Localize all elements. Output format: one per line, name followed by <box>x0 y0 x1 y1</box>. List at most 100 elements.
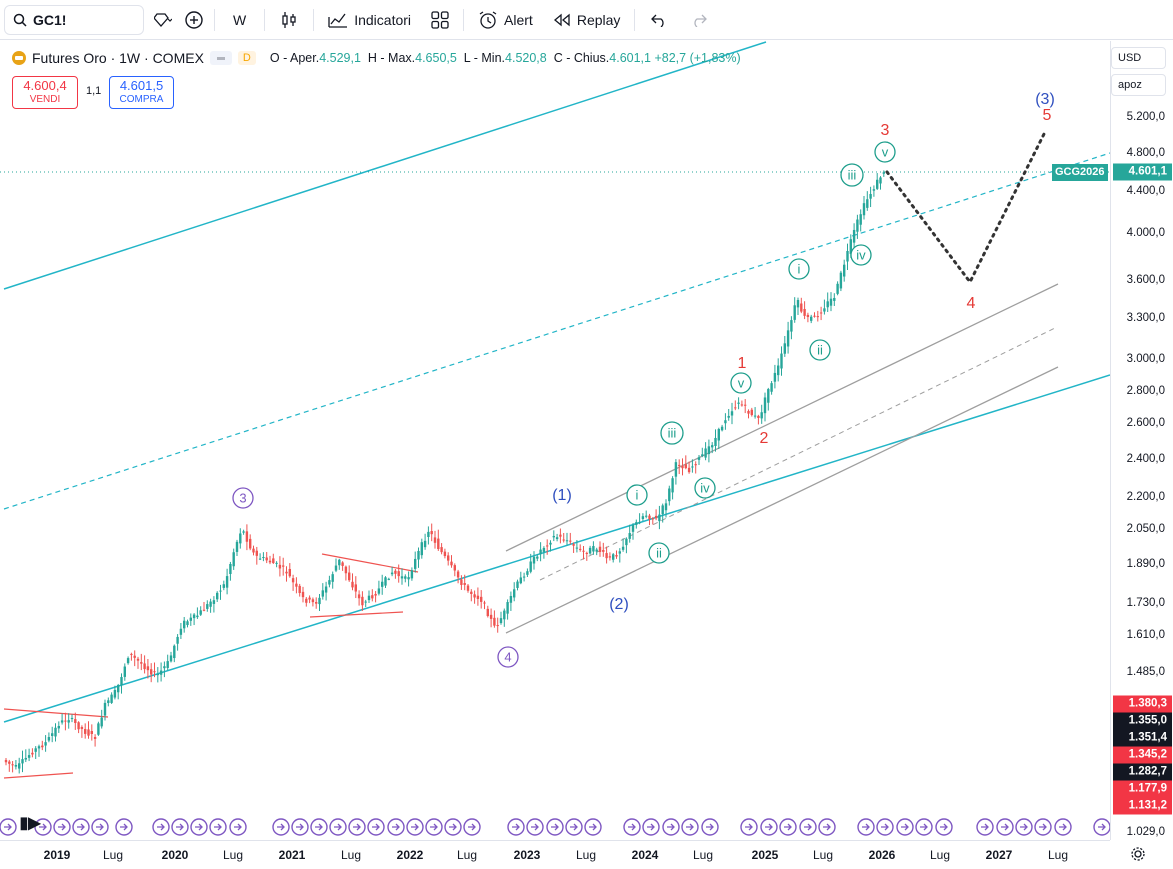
redo-button[interactable] <box>679 4 719 36</box>
candle-body <box>8 761 11 764</box>
layouts-button[interactable] <box>421 4 459 36</box>
candle-body <box>750 409 753 416</box>
interval-button[interactable]: W <box>219 4 260 36</box>
candle-body <box>4 759 8 763</box>
candle-body <box>747 410 750 414</box>
candle-body <box>489 614 493 619</box>
candle-body <box>641 516 645 519</box>
alarm-clock-icon <box>479 10 497 29</box>
wave-label-ii-first: ii <box>656 546 662 561</box>
candle-body <box>80 727 84 729</box>
candle-body <box>344 566 348 574</box>
candle-body <box>522 576 526 578</box>
candle-body <box>196 615 199 618</box>
replay-button[interactable]: Replay <box>543 4 631 36</box>
candle-body <box>852 229 856 243</box>
candle-body <box>536 556 539 559</box>
candle-body <box>420 542 423 556</box>
wedge-upper-line <box>3 708 109 718</box>
event-marker-arrow <box>589 823 597 831</box>
undo-icon <box>651 14 664 27</box>
indicators-button[interactable]: Indicatori <box>318 4 421 36</box>
candle-body <box>595 549 598 552</box>
scale-mode-selector[interactable]: apoz <box>1111 74 1166 96</box>
wave-label-iv-second-circle <box>850 244 872 266</box>
price-tick: 5.200,0 <box>1126 111 1165 123</box>
candle-body <box>272 558 275 563</box>
candle-body <box>176 636 179 644</box>
event-marker-arrow <box>628 823 636 831</box>
candle-body <box>760 412 763 419</box>
event-marker-arrow <box>372 823 380 831</box>
chart-pane[interactable]: 3 4 (1) (2) (3) 1 2 3 4 5 i ii iii iv v i ii iii iv v ▮▶ <box>0 41 1110 840</box>
candle-body <box>621 546 625 550</box>
event-marker-arrow <box>120 823 128 831</box>
high-value: 4.650,5 <box>415 51 457 65</box>
candle-body <box>829 298 833 306</box>
interval-label: W <box>233 11 247 28</box>
candle-body <box>770 383 773 392</box>
open-value: 4.529,1 <box>319 51 361 65</box>
buy-button[interactable]: 4.601,5 COMPRA <box>109 76 174 109</box>
event-marker-arrow <box>920 823 928 831</box>
compare-symbol-button[interactable] <box>148 4 178 36</box>
candle-body <box>592 546 595 552</box>
time-tick: Lug <box>1047 848 1069 862</box>
candle-body <box>671 478 674 493</box>
candle-body <box>113 689 117 698</box>
symbol-search[interactable]: GC1! <box>4 4 144 35</box>
candle-body <box>470 591 473 594</box>
price-tick: 2.600,0 <box>1126 417 1165 429</box>
candle-body <box>235 541 239 552</box>
candle-body <box>783 343 786 354</box>
candle-body <box>800 303 803 312</box>
currency-selector[interactable]: USD <box>1111 47 1166 69</box>
candle-body <box>753 415 757 417</box>
time-scale[interactable]: 2019 Lug 2020 Lug 2021 Lug 2022 Lug 2023 Lug 2024 L… <box>0 840 1110 869</box>
candle-body <box>140 662 143 664</box>
sell-button[interactable]: 4.600,4 VENDI <box>12 76 78 109</box>
candle-body <box>156 674 159 676</box>
chart-type-button[interactable] <box>269 4 309 36</box>
candle-body <box>645 515 648 517</box>
candle-body <box>163 666 166 669</box>
candle-body <box>24 757 27 760</box>
add-symbol-button[interactable] <box>178 4 210 36</box>
time-tick: 2026 <box>868 848 896 862</box>
candle-body <box>216 592 219 600</box>
undo-button[interactable] <box>639 4 679 36</box>
grid-icon <box>431 10 449 29</box>
channel-upper-line <box>3 41 767 290</box>
candle-body <box>638 521 641 524</box>
candle-body <box>14 765 18 767</box>
candle-body <box>225 576 229 588</box>
candle-body <box>582 550 585 552</box>
price-tick: 2.050,0 <box>1126 523 1165 535</box>
price-scale[interactable]: 5.200,0 4.800,0 4.400,0 4.000,0 3.600,0 3.300… <box>1110 41 1173 840</box>
candle-body <box>866 199 869 208</box>
candle-body <box>414 558 417 569</box>
top-toolbar: GC1! W Indicatori Alert Rep <box>0 0 1173 40</box>
candle-body <box>70 717 74 719</box>
toolbar-divider <box>634 8 636 31</box>
candle-body <box>661 505 664 515</box>
candle-body <box>780 353 783 369</box>
candle-body <box>720 426 724 431</box>
alert-button[interactable]: Alert <box>468 4 543 36</box>
close-value: 4.601,1 <box>609 51 651 65</box>
event-marker-arrow <box>1059 823 1067 831</box>
candle-body <box>51 733 54 736</box>
candle-body <box>199 610 202 615</box>
candle-body <box>87 729 90 736</box>
settings-gear-icon[interactable] <box>1130 846 1146 862</box>
candle-body <box>730 411 734 416</box>
candle-body <box>357 594 361 599</box>
candle-body <box>757 415 760 418</box>
candle-body <box>559 534 562 537</box>
candle-body <box>400 576 404 579</box>
toolbar-divider <box>313 8 315 31</box>
candle-body <box>839 272 843 289</box>
candle-body <box>354 584 357 592</box>
wave-label-red-1: 1 <box>738 355 747 372</box>
